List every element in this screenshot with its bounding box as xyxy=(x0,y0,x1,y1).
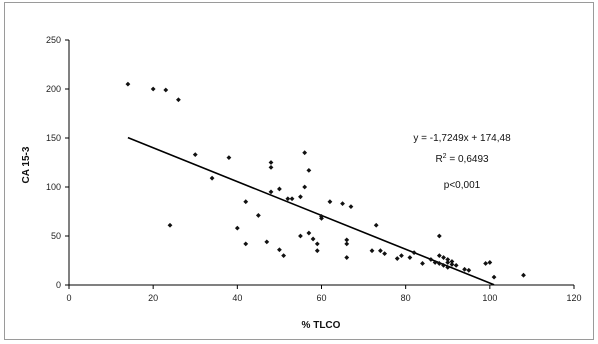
x-tick-label: 20 xyxy=(148,293,158,303)
data-point xyxy=(378,248,383,253)
data-point xyxy=(298,194,303,199)
data-point xyxy=(277,187,282,192)
data-point xyxy=(227,155,232,160)
data-point xyxy=(306,231,311,236)
data-point xyxy=(399,253,404,258)
x-tick-label: 100 xyxy=(482,293,497,303)
data-point xyxy=(193,152,198,157)
data-point xyxy=(487,260,492,265)
axes xyxy=(69,40,574,285)
data-point xyxy=(483,261,488,266)
y-tick-label: 250 xyxy=(46,35,61,45)
data-point xyxy=(243,241,248,246)
data-point xyxy=(412,250,417,255)
x-tick-label: 80 xyxy=(401,293,411,303)
data-point xyxy=(382,251,387,256)
x-axis-label: % TLCO xyxy=(302,320,341,331)
y-tick-label: 200 xyxy=(46,84,61,94)
data-point xyxy=(462,267,467,272)
data-point xyxy=(340,201,345,206)
x-tick-label: 60 xyxy=(316,293,326,303)
data-point xyxy=(269,190,274,195)
data-point xyxy=(437,253,442,258)
data-point xyxy=(277,247,282,252)
data-point xyxy=(437,234,442,239)
data-point xyxy=(466,268,471,273)
data-point xyxy=(126,82,131,87)
data-point xyxy=(374,223,379,228)
r-squared-prefix: R xyxy=(435,154,442,165)
data-point xyxy=(298,234,303,239)
data-point xyxy=(290,196,295,201)
data-point xyxy=(441,255,446,260)
data-point xyxy=(328,199,333,204)
data-point xyxy=(445,260,450,265)
ticks: 0 20 40 60 80 100 120 0 50 100 150 200 250 xyxy=(46,35,582,303)
data-point xyxy=(306,168,311,173)
data-point xyxy=(302,185,307,190)
data-point xyxy=(454,263,459,268)
x-tick-label: 0 xyxy=(66,293,71,303)
y-tick-label: 0 xyxy=(56,280,61,290)
y-axis-label: CA 15-3 xyxy=(21,146,32,183)
x-tick-label: 120 xyxy=(566,293,581,303)
data-point xyxy=(210,176,215,181)
y-tick-label: 150 xyxy=(46,133,61,143)
data-point xyxy=(256,213,261,218)
data-point xyxy=(235,226,240,231)
data-point xyxy=(176,97,181,102)
data-point xyxy=(315,248,320,253)
y-tick-label: 100 xyxy=(46,182,61,192)
x-tick-label: 40 xyxy=(232,293,242,303)
r-squared-annotation: R2 = 0,6493 xyxy=(435,153,489,165)
data-point xyxy=(344,241,349,246)
y-tick-label: 50 xyxy=(51,231,61,241)
data-point xyxy=(151,87,156,92)
data-point xyxy=(281,253,286,258)
r-squared-value: = 0,6493 xyxy=(447,154,489,165)
data-point xyxy=(521,273,526,278)
data-point xyxy=(344,255,349,260)
data-point xyxy=(349,204,354,209)
data-point xyxy=(492,275,497,280)
equation-annotation: y = -1,7249x + 174,48 xyxy=(413,133,511,144)
p-value-annotation: p<0,001 xyxy=(444,180,481,191)
data-point xyxy=(269,165,274,170)
data-point xyxy=(168,223,173,228)
data-point xyxy=(311,237,316,242)
data-point xyxy=(243,199,248,204)
data-point xyxy=(269,160,274,165)
data-point xyxy=(429,257,434,262)
data-point xyxy=(264,239,269,244)
data-point xyxy=(163,88,168,93)
data-point xyxy=(315,241,320,246)
data-point xyxy=(450,262,455,267)
data-point xyxy=(370,248,375,253)
data-point xyxy=(302,150,307,155)
data-point xyxy=(407,255,412,260)
data-point xyxy=(420,261,425,266)
data-point xyxy=(395,256,400,261)
